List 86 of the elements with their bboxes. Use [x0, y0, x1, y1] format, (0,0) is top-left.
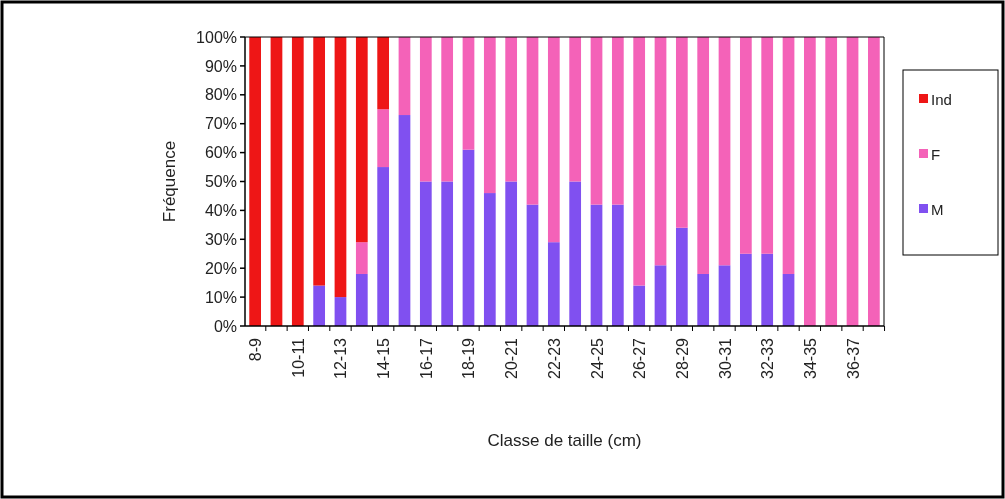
- x-tick-label: 20-21: [503, 337, 521, 379]
- bar: [334, 37, 347, 298]
- bar: [526, 37, 539, 205]
- bar: [419, 37, 432, 182]
- bar: [718, 265, 731, 326]
- bar: [782, 37, 795, 274]
- bar: [313, 285, 326, 326]
- x-tick-label: 36-37: [844, 337, 862, 379]
- bar: [782, 273, 795, 326]
- x-tick-label: 8-9: [247, 337, 265, 362]
- y-tick-label: 40%: [204, 202, 237, 219]
- bar: [355, 242, 368, 274]
- x-tick-label: 32-33: [759, 337, 777, 379]
- x-tick-label: 10-11: [289, 337, 307, 378]
- bar: [654, 37, 667, 266]
- legend-label: M: [931, 201, 944, 219]
- y-tick-label: 100%: [196, 28, 237, 46]
- bar: [675, 227, 688, 326]
- bar: [547, 37, 560, 243]
- bar: [590, 204, 603, 326]
- y-tick-label: 90%: [204, 57, 237, 75]
- bar: [270, 37, 283, 326]
- bar: [313, 37, 326, 286]
- bar: [739, 253, 752, 326]
- y-tick-label: 20%: [204, 259, 237, 277]
- bar: [483, 37, 496, 194]
- x-tick-label: 26-27: [631, 337, 649, 379]
- bar: [249, 37, 261, 326]
- bar: [675, 37, 688, 228]
- bar: [569, 181, 582, 326]
- y-tick-label: 0%: [213, 317, 237, 335]
- y-tick-label: 70%: [204, 115, 237, 133]
- y-axis-title: Fréquence: [160, 140, 179, 223]
- bar: [611, 37, 624, 205]
- bar: [462, 37, 475, 150]
- x-tick-label: 12-13: [332, 337, 350, 379]
- bar: [483, 193, 496, 326]
- bar: [547, 242, 560, 326]
- y-tick-label: 80%: [204, 86, 237, 104]
- bar: [398, 37, 411, 116]
- bar: [505, 37, 518, 182]
- bar: [633, 37, 646, 286]
- bar: [739, 37, 752, 254]
- y-tick-label: 50%: [204, 173, 237, 191]
- x-axis-title: Classe de taille (cm): [487, 431, 642, 450]
- bar: [441, 181, 454, 326]
- x-tick-label: 14-15: [375, 337, 393, 379]
- bar: [590, 37, 603, 205]
- x-tick-label: 34-35: [801, 337, 819, 379]
- bar: [803, 37, 816, 326]
- legend-label: F: [931, 146, 941, 164]
- bar: [462, 149, 475, 326]
- bar: [761, 37, 774, 254]
- legend-label: Ind: [931, 91, 952, 109]
- bar: [526, 204, 539, 326]
- bar: [633, 285, 646, 326]
- y-tick-label: 60%: [204, 144, 237, 162]
- bar: [718, 37, 731, 266]
- bar: [355, 273, 368, 326]
- bar: [441, 37, 454, 182]
- y-tick-label: 10%: [204, 288, 237, 306]
- bar: [654, 265, 667, 326]
- bar: [761, 253, 774, 326]
- bar: [611, 204, 624, 326]
- bar: [419, 181, 432, 326]
- bar: [569, 37, 582, 182]
- bar: [505, 181, 518, 326]
- bar: [825, 37, 838, 326]
- x-tick-label: 22-23: [545, 337, 563, 379]
- bar: [846, 37, 859, 326]
- bar: [377, 167, 390, 326]
- y-tick-label: 30%: [204, 230, 237, 248]
- x-tick-label: 24-25: [588, 337, 606, 379]
- bar: [868, 37, 880, 326]
- bar: [697, 37, 710, 274]
- x-tick-label: 18-19: [460, 337, 478, 379]
- bar: [377, 109, 390, 168]
- bar: [377, 37, 390, 110]
- bar: [398, 115, 411, 326]
- x-tick-label: 30-31: [716, 337, 734, 379]
- x-tick-label: 16-17: [417, 337, 435, 379]
- bar: [697, 273, 710, 326]
- bar: [334, 297, 347, 326]
- bar: [355, 37, 368, 243]
- x-tick-label: 28-29: [673, 337, 691, 379]
- bar: [291, 37, 304, 326]
